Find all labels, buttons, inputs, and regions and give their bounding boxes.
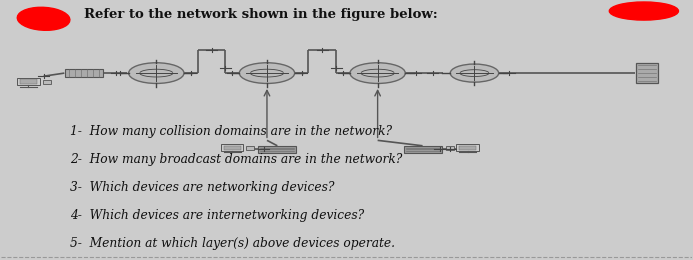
Bar <box>403 146 441 153</box>
Bar <box>459 146 476 150</box>
Bar <box>64 69 103 77</box>
Bar <box>17 78 40 85</box>
Text: Refer to the network shown in the figure below:: Refer to the network shown in the figure… <box>84 9 437 22</box>
Circle shape <box>239 63 295 83</box>
Bar <box>221 145 243 151</box>
Circle shape <box>450 64 499 82</box>
Circle shape <box>350 63 405 83</box>
Text: 2-  How many broadcast domains are in the network?: 2- How many broadcast domains are in the… <box>70 153 402 166</box>
Circle shape <box>129 63 184 83</box>
Text: 1-  How many collision domains are in the network?: 1- How many collision domains are in the… <box>70 125 392 138</box>
Bar <box>246 146 254 151</box>
Bar <box>446 146 454 151</box>
Text: 3-  Which devices are networking devices?: 3- Which devices are networking devices? <box>70 181 334 194</box>
Bar <box>19 80 37 84</box>
Bar <box>43 80 51 84</box>
Bar <box>224 146 240 150</box>
Ellipse shape <box>609 2 678 20</box>
Bar <box>258 146 297 153</box>
Bar <box>636 63 658 83</box>
Text: 4-  Which devices are internetworking devices?: 4- Which devices are internetworking dev… <box>70 209 364 222</box>
Text: 5-  Mention at which layer(s) above devices operate.: 5- Mention at which layer(s) above devic… <box>70 237 395 250</box>
Ellipse shape <box>17 7 70 30</box>
Bar <box>457 145 479 151</box>
